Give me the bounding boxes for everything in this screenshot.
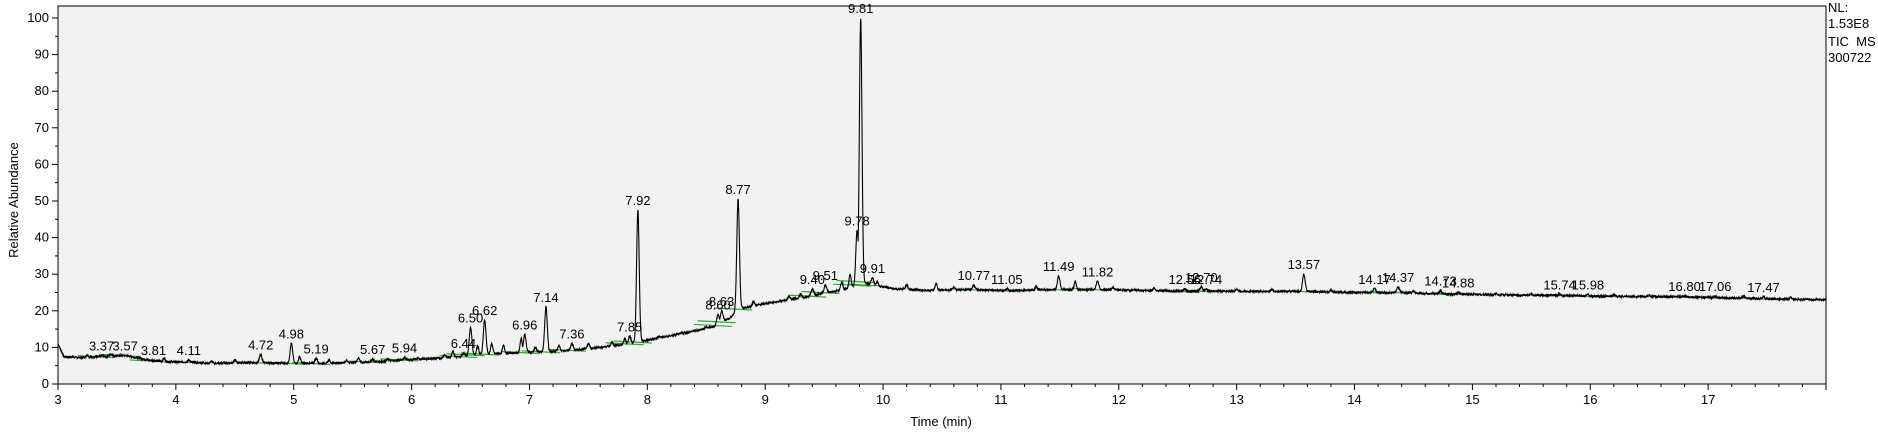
x-tick-label: 3: [54, 392, 61, 407]
y-tick-label: 60: [35, 156, 49, 171]
info-line-tic: TIC MS: [1828, 34, 1876, 49]
peak-label: 9.81: [848, 1, 873, 16]
info-line-nl: NL:: [1828, 0, 1848, 15]
peak-label: 7.92: [625, 193, 650, 208]
y-tick-label: 50: [35, 193, 49, 208]
peak-label: 6.50: [458, 310, 483, 325]
y-tick-label: 70: [35, 120, 49, 135]
y-tick-label: 30: [35, 266, 49, 281]
peak-label: 7.85: [617, 319, 642, 334]
info-line-file: 300722: [1828, 50, 1871, 65]
y-tick-label: 20: [35, 303, 49, 318]
y-tick-label: 40: [35, 230, 49, 245]
x-tick-label: 9: [762, 392, 769, 407]
peak-label: 11.49: [1043, 259, 1075, 274]
x-tick-label: 6: [408, 392, 415, 407]
x-tick-label: 5: [290, 392, 297, 407]
peak-label: 16.80: [1668, 279, 1701, 294]
peak-label: 5.94: [392, 341, 417, 356]
x-tick-label: 14: [1347, 392, 1361, 407]
x-tick-label: 8: [644, 392, 651, 407]
peak-label: 11.82: [1082, 265, 1114, 280]
x-tick-label: 10: [876, 392, 890, 407]
peak-label: 6.62: [472, 303, 497, 318]
info-line-scale: 1.53E8: [1828, 16, 1869, 31]
peak-label: 4.11: [177, 343, 201, 358]
peak-label: 8.60: [705, 297, 730, 312]
peak-labels-layer: 3.373.57 3.81 4.11 4.72 4.985.19 5.67 5.94 6.44…: [89, 1, 1780, 358]
peak-label: 13.57: [1288, 257, 1321, 272]
x-axis: 3 4 5 6 7 8 9 10 11 12 13 14 15 16 17: [54, 384, 1827, 407]
peak-label: 12.56: [1169, 272, 1202, 287]
x-tick-label: 11: [994, 392, 1008, 407]
peak-label: 15.74: [1543, 277, 1576, 292]
peak-label: 14.37: [1382, 270, 1415, 285]
y-tick-label: 90: [35, 47, 49, 62]
baseline-mark: [500, 350, 539, 355]
peak-label: 8.63: [709, 294, 734, 309]
baseline-mark: [714, 307, 753, 311]
peak-label: 4.72: [248, 338, 273, 353]
peak-label: 6.96: [512, 318, 537, 333]
x-tick-label: 16: [1583, 392, 1597, 407]
peak-label: 11.05: [991, 272, 1023, 287]
x-tick-label: 4: [172, 392, 179, 407]
peak-label: 6.44: [451, 336, 476, 351]
peak-label: 8.77: [725, 182, 750, 197]
peak-label: 14.88: [1442, 276, 1475, 291]
peak-label: 7.14: [533, 290, 558, 305]
y-tick-label: 0: [42, 376, 49, 391]
peak-label: 14.17: [1358, 272, 1391, 287]
info-block: NL: 1.53E8 TIC MS 300722: [1828, 0, 1876, 65]
x-tick-label: 7: [526, 392, 533, 407]
y-tick-label: 10: [35, 339, 49, 354]
x-tick-label: 15: [1465, 392, 1479, 407]
baseline-mark: [801, 290, 840, 295]
peak-label: 17.47: [1747, 280, 1780, 295]
peak-label: 7.36: [559, 327, 584, 342]
x-axis-title: Time (min): [910, 414, 972, 429]
trace-layer: [57, 18, 1827, 367]
peak-label: 12.74: [1190, 272, 1223, 287]
peak-label: 15.98: [1572, 277, 1605, 292]
peak-label: 17.06: [1699, 279, 1732, 294]
x-tick-label: 13: [1229, 392, 1243, 407]
peak-label: 5.19: [303, 341, 328, 356]
tic-trace-line: [57, 18, 1827, 367]
y-tick-label: 100: [27, 10, 49, 25]
plot-frame: [57, 5, 1827, 385]
peak-label: 9.51: [813, 268, 838, 283]
y-axis: 0 10 20 30 40 50 60 70 80 90 100: [27, 10, 58, 391]
peak-label: 3.57: [113, 338, 138, 353]
y-axis-title: Relative Abundance: [6, 142, 21, 258]
peak-label: 3.37: [89, 338, 114, 353]
peak-label: 4.98: [279, 327, 304, 342]
peak-label: 5.67: [360, 342, 385, 357]
x-tick-label: 12: [1112, 392, 1126, 407]
peak-label: 9.91: [860, 261, 885, 276]
y-tick-label: 80: [35, 83, 49, 98]
peak-label: 9.78: [844, 213, 869, 228]
peak-label: 9.40: [800, 272, 825, 287]
peak-label: 10.77: [958, 268, 991, 283]
baseline-mark: [694, 323, 733, 328]
peak-label: 14.73: [1424, 274, 1457, 289]
peak-label: 3.81: [141, 343, 166, 358]
peak-label: 12.70: [1185, 270, 1218, 285]
x-tick-label: 17: [1701, 392, 1715, 407]
